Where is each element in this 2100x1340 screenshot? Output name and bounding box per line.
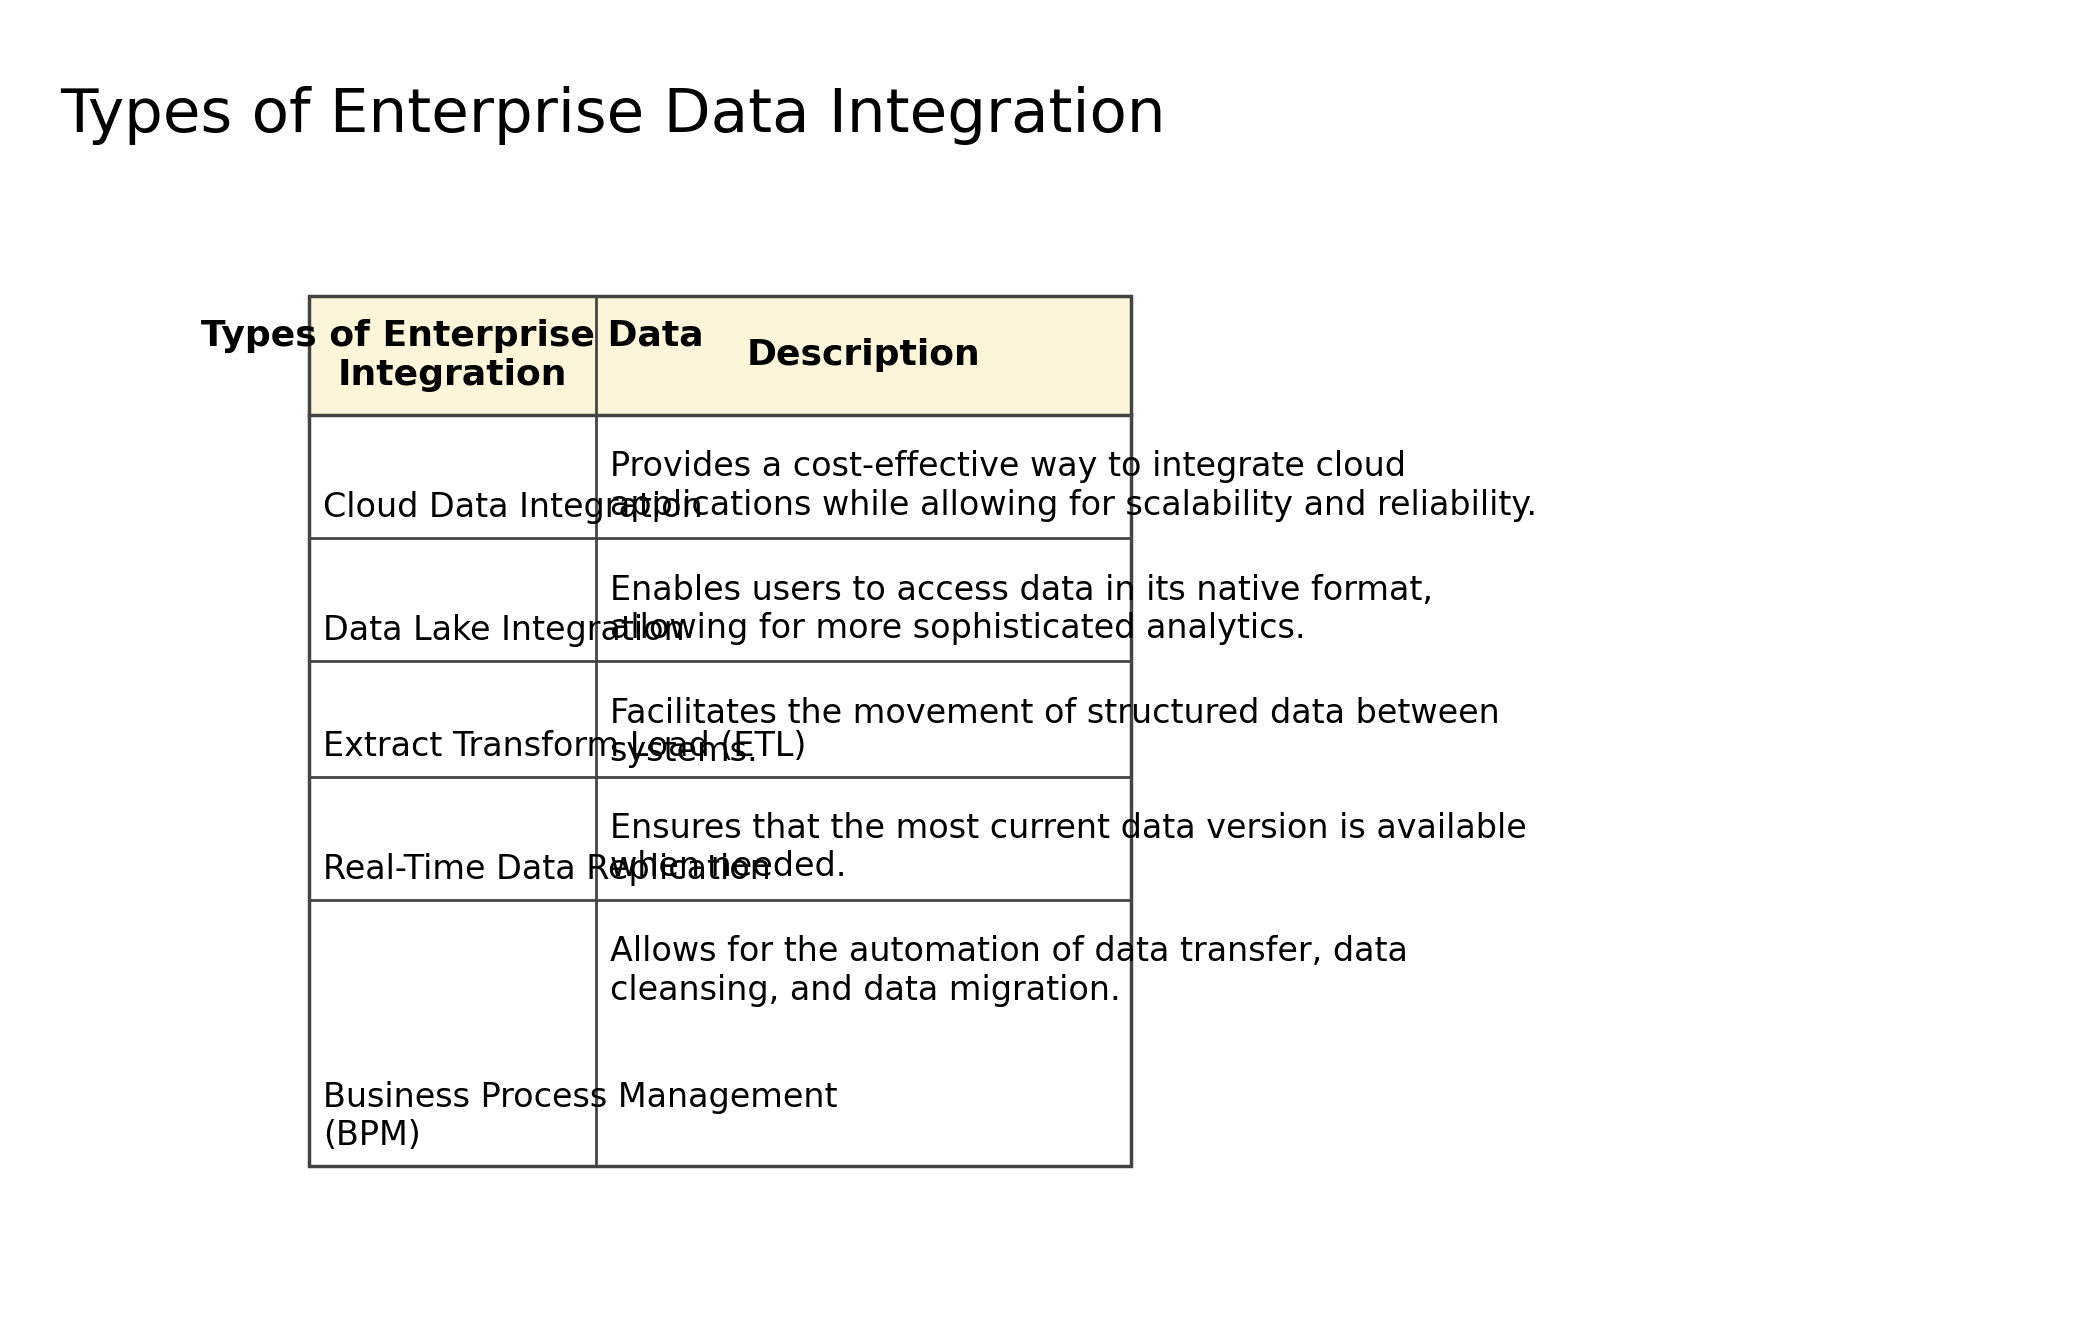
Text: Real-Time Data Replication: Real-Time Data Replication bbox=[323, 854, 771, 886]
Text: Cloud Data Integration: Cloud Data Integration bbox=[323, 492, 704, 524]
Text: Data Lake Integration: Data Lake Integration bbox=[323, 615, 685, 647]
Text: Business Process Management
(BPM): Business Process Management (BPM) bbox=[323, 1080, 838, 1152]
Text: Ensures that the most current data version is available
when needed.: Ensures that the most current data versi… bbox=[609, 812, 1527, 883]
Text: Enables users to access data in its native format,
allowing for more sophisticat: Enables users to access data in its nati… bbox=[609, 574, 1432, 645]
Text: Extract Transform Load (ETL): Extract Transform Load (ETL) bbox=[323, 730, 806, 762]
Bar bbox=[309, 296, 1130, 1166]
Text: Description: Description bbox=[746, 338, 981, 373]
Text: Types of Enterprise Data Integration: Types of Enterprise Data Integration bbox=[61, 86, 1166, 145]
Text: Allows for the automation of data transfer, data
cleansing, and data migration.: Allows for the automation of data transf… bbox=[609, 935, 1407, 1006]
Text: Provides a cost-effective way to integrate cloud
applications while allowing for: Provides a cost-effective way to integra… bbox=[609, 450, 1537, 521]
Text: Facilitates the movement of structured data between
systems.: Facilitates the movement of structured d… bbox=[609, 697, 1499, 768]
Bar bbox=[309, 296, 1130, 415]
Text: Types of Enterprise Data
Integration: Types of Enterprise Data Integration bbox=[202, 319, 704, 391]
